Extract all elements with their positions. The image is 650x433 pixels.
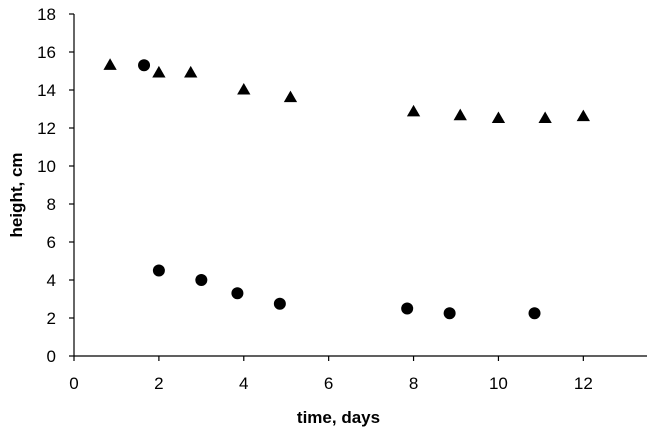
triangle-data-point xyxy=(453,108,467,121)
triangle-data-point xyxy=(152,65,166,78)
circle-data-point xyxy=(401,302,414,315)
y-tick-label: 6 xyxy=(47,233,56,252)
triangle-data-point xyxy=(184,65,198,78)
triangle-data-point xyxy=(538,111,552,124)
axes xyxy=(69,13,647,361)
y-tick-label: 18 xyxy=(37,5,56,24)
circle-data-point xyxy=(231,287,244,300)
x-tick-label: 6 xyxy=(324,374,333,393)
tick-labels: 0 2 4 6 8 10 12 14 16 18 0 2 4 6 8 10 12 xyxy=(37,5,593,393)
y-tick-label: 0 xyxy=(47,347,56,366)
triangle-data-point xyxy=(237,83,251,95)
data-points xyxy=(103,58,590,320)
x-tick-label: 10 xyxy=(489,374,508,393)
triangle-data-point xyxy=(283,90,298,103)
circle-data-point xyxy=(152,264,165,277)
x-tick-label: 8 xyxy=(409,374,418,393)
circle-data-point xyxy=(528,307,541,320)
y-tick-label: 4 xyxy=(47,271,56,290)
circle-data-point xyxy=(138,59,151,72)
x-tick-label: 2 xyxy=(154,374,163,393)
y-tick-label: 12 xyxy=(37,119,56,138)
triangle-data-point xyxy=(576,109,590,122)
x-tick-label: 4 xyxy=(239,374,248,393)
y-tick-label: 2 xyxy=(47,309,56,328)
circle-data-point xyxy=(195,274,208,286)
y-axis-title: height, cm xyxy=(7,152,26,237)
circle-data-point xyxy=(273,297,286,310)
x-axis-title: time, days xyxy=(297,408,380,427)
triangle-data-point xyxy=(103,58,117,70)
y-tick-label: 16 xyxy=(37,43,56,62)
triangle-data-point xyxy=(491,111,506,124)
x-tick-label: 12 xyxy=(574,374,593,393)
y-tick-label: 8 xyxy=(47,195,56,214)
y-tick-label: 14 xyxy=(37,81,56,100)
y-tick-label: 10 xyxy=(37,157,56,176)
circle-data-point xyxy=(443,307,456,320)
x-tick-label: 0 xyxy=(69,374,78,393)
triangle-data-point xyxy=(406,104,421,117)
